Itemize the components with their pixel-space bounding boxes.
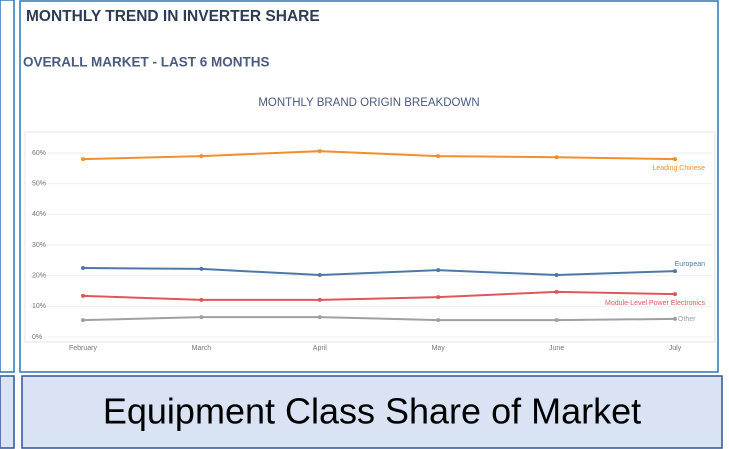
point [436,154,441,159]
chart-title: MONTHLY BRAND ORIGIN BREAKDOWN [258,97,479,109]
y-tick-label: 50% [32,181,46,188]
series-line [82,150,676,161]
point [436,268,441,273]
y-tick-label: 10% [32,303,46,310]
point [199,315,204,320]
point [554,273,559,278]
point [673,292,677,297]
point [81,293,85,298]
series-line [82,290,676,301]
series-line [82,267,676,277]
point [81,266,85,270]
x-tick-label: June [549,345,564,352]
series-label: Module-Level Power Electronics [605,300,705,307]
point [317,273,322,278]
y-tick-label: 30% [32,242,46,249]
point [199,266,204,271]
point [673,157,677,162]
series-label: European [675,261,705,268]
point [317,315,322,320]
y-tick-label: 20% [32,273,46,280]
x-tick-label: July [669,345,682,352]
point [673,269,677,274]
point [554,155,559,160]
point [436,295,441,300]
point [554,289,559,294]
series-line [82,316,676,322]
point [436,318,441,323]
series-label: Other [678,316,696,323]
point [554,318,559,323]
y-tick-label: 60% [32,150,46,157]
point [81,318,85,323]
caption-box [21,375,723,449]
panel-title: MONTHLY TREND IN INVERTER SHARE [26,8,320,25]
left-panel [0,0,15,373]
panel-subtitle: OVERALL MARKET - LAST 6 MONTHS [23,55,270,70]
point [81,157,85,162]
point [317,297,322,302]
point [317,149,322,154]
x-tick-label: May [432,345,446,352]
main-panel [19,0,719,373]
left-caption-box [0,375,15,449]
point [199,154,204,159]
series-label: Leading Chinese [652,165,705,172]
point [199,297,204,302]
x-tick-label: March [192,345,212,352]
caption: Equipment Class Share of Market [103,391,641,432]
y-tick-label: 0% [32,334,42,341]
plot-frame [24,131,716,343]
point [673,316,677,321]
x-tick-label: April [313,345,327,352]
x-tick-label: February [69,345,98,352]
y-tick-label: 40% [32,211,46,218]
